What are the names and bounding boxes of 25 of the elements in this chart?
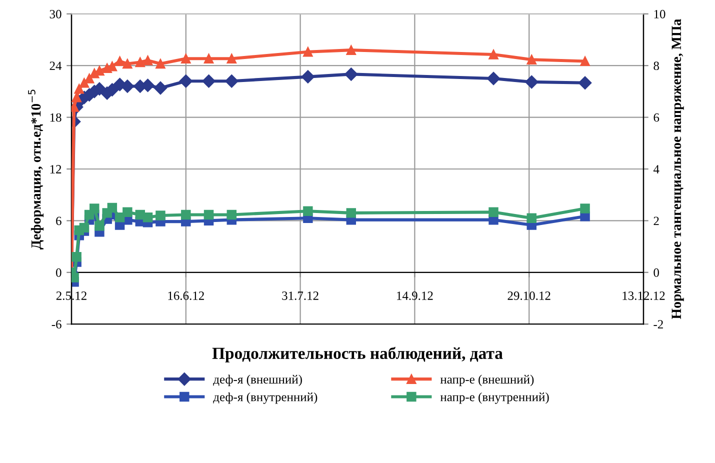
legend-label: напр-е (внутренний) — [440, 392, 549, 404]
y2-tick-label: 2 — [654, 216, 659, 226]
y-tick-label: 30 — [50, 10, 62, 18]
y-tick-label: -6 — [52, 320, 62, 329]
x-tick-label: 31.7.12 — [282, 292, 318, 300]
y2-tick-label: 4 — [653, 165, 660, 174]
x-tick-label: 29.10.12 — [508, 292, 550, 300]
y2-axis-title: Нормальное тангенциальное напряжение, МПа — [672, 18, 684, 319]
x-tick-label: 16.6.12 — [168, 292, 204, 300]
y-tick-label: 0 — [56, 268, 62, 277]
y2-tick-label: 10 — [654, 10, 666, 18]
legend-label: напр-е (внешний) — [440, 374, 534, 386]
legend-label: деф-я (внешний) — [213, 374, 302, 386]
x-tick-label: 14.9.12 — [397, 292, 433, 300]
y-tick-label: 18 — [50, 113, 62, 122]
y2-tick-label: 8 — [654, 62, 659, 70]
y2-tick-label: -2 — [654, 320, 663, 328]
y-axis-title: Деформация, отн.ед*10$^{−5}$ — [28, 90, 44, 250]
y2-tick-label: 6 — [654, 113, 660, 122]
legend-label: деф-я (внутренний) — [213, 392, 318, 404]
x-axis-title: Продолжительность наблюдений, дата — [212, 346, 503, 362]
y2-tick-label: 0 — [654, 268, 659, 277]
y-tick-label: 24 — [50, 62, 62, 70]
y-tick-label: 12 — [50, 165, 62, 174]
y-tick-label: 6 — [56, 216, 62, 226]
